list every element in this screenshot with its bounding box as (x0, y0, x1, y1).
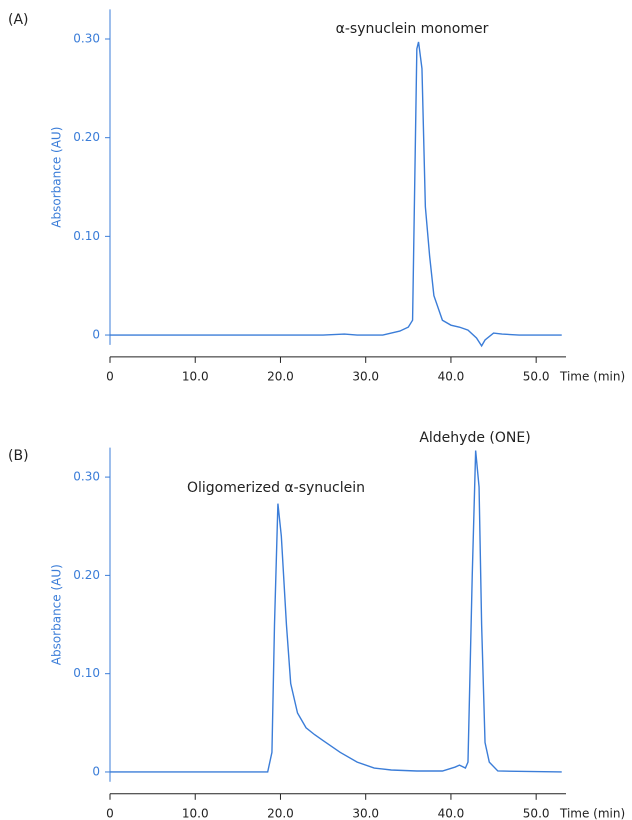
y-tick-label: 0.30 (73, 32, 100, 46)
y-tick-label: 0 (92, 764, 100, 778)
x-tick-label: 40.0 (438, 806, 465, 820)
panel-label: (B) (8, 448, 29, 464)
x-tick-label: 10.0 (182, 369, 209, 383)
x-tick-label: 0 (106, 806, 114, 820)
x-axis-label: Time (min) (559, 369, 625, 383)
y-tick-label: 0.20 (73, 568, 100, 582)
x-tick-label: 20.0 (267, 369, 294, 383)
x-tick-label: 30.0 (352, 806, 379, 820)
y-tick-label: 0.10 (73, 229, 100, 243)
y-tick-label: 0 (92, 328, 100, 342)
y-axis-label: Absorbance (AU) (50, 564, 64, 665)
x-tick-label: 0 (106, 369, 114, 383)
x-axis-label: Time (min) (559, 806, 625, 820)
x-tick-label: 30.0 (352, 369, 379, 383)
annotation: Aldehyde (ONE) (419, 430, 530, 446)
annotation: α-synuclein monomer (336, 21, 489, 37)
trace (110, 41, 562, 348)
panel-label: (A) (8, 12, 29, 28)
x-tick-label: 40.0 (438, 369, 465, 383)
y-tick-label: 0.20 (73, 130, 100, 144)
x-tick-label: 50.0 (523, 806, 550, 820)
x-tick-label: 50.0 (523, 369, 550, 383)
annotation: Oligomerized α-synuclein (187, 480, 365, 496)
y-tick-label: 0.30 (73, 470, 100, 484)
trace (110, 450, 562, 773)
y-tick-label: 0.10 (73, 666, 100, 680)
x-tick-label: 10.0 (182, 806, 209, 820)
x-tick-label: 20.0 (267, 806, 294, 820)
y-axis-label: Absorbance (AU) (50, 127, 64, 228)
